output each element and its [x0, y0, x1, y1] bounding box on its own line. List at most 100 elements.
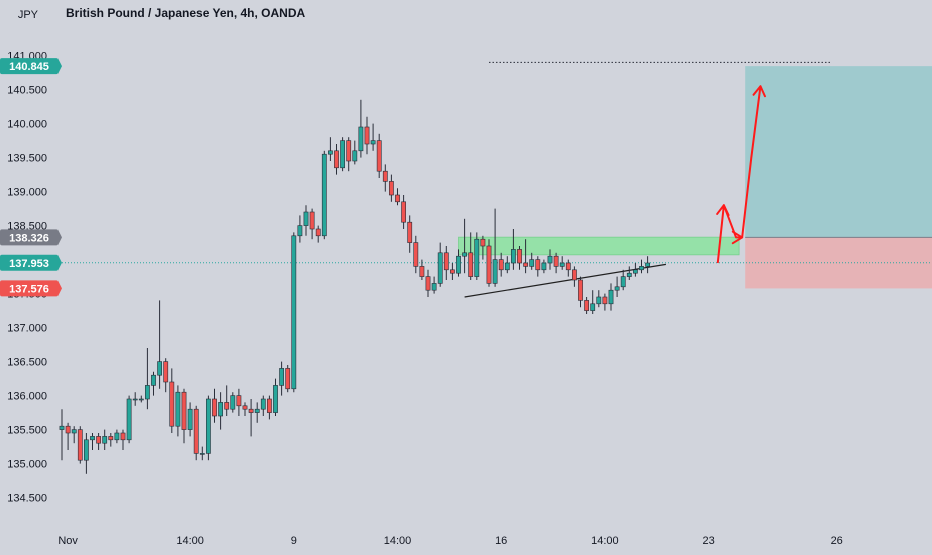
candle-body — [163, 361, 169, 383]
candle-body — [108, 436, 114, 441]
candle-body — [175, 391, 181, 427]
candle-body — [407, 221, 413, 243]
projection-arrow — [716, 86, 762, 264]
candle-body — [90, 436, 95, 441]
candle-body — [346, 140, 352, 162]
stop-price-badge-text: 137.576 — [9, 283, 49, 295]
candle-body — [547, 255, 553, 264]
candle-body — [236, 395, 242, 407]
candle-body — [315, 228, 321, 237]
candle-body — [639, 266, 644, 271]
candle-body — [309, 211, 315, 230]
candle-body — [614, 286, 620, 291]
candle-body — [541, 262, 547, 271]
price-tick-label: 135.500 — [7, 425, 47, 437]
candle-body — [626, 272, 632, 277]
candle-body — [498, 259, 504, 271]
target-zone — [745, 66, 932, 238]
candle-body — [59, 425, 65, 430]
candle-body — [242, 405, 248, 410]
arrow-head — [752, 85, 766, 98]
chart-title: British Pound / Japanese Yen, 4h, OANDA — [66, 6, 306, 20]
candle-body — [632, 269, 638, 274]
candle-body — [169, 381, 175, 427]
price-tick-label: 134.500 — [7, 493, 47, 505]
candle-body — [102, 436, 108, 444]
support-trendline — [464, 263, 666, 298]
candle-body — [84, 439, 89, 461]
candle-body — [77, 429, 83, 461]
price-tick-label: 139.000 — [7, 187, 47, 199]
candle-body — [474, 238, 480, 277]
candle-body — [206, 398, 211, 454]
candle-body — [443, 252, 449, 271]
candle-body — [596, 296, 602, 305]
currency-label: JPY — [18, 9, 39, 21]
current-price-badge — [0, 254, 58, 271]
candle-body — [553, 255, 559, 267]
time-tick-label: 14:00 — [591, 535, 619, 547]
candle-body — [571, 269, 577, 281]
candle-body — [437, 252, 443, 284]
current-price-badge-text: 137.953 — [9, 258, 49, 270]
arrow-head — [716, 204, 730, 217]
entry-price-badge — [0, 229, 58, 246]
target-price-badge-pointer — [58, 58, 62, 75]
candle-body — [425, 276, 431, 291]
candle-body — [492, 259, 498, 284]
candle-body — [376, 140, 382, 172]
candle-body — [364, 126, 370, 145]
price-tick-label: 139.500 — [7, 153, 47, 165]
entry-price-badge-pointer — [58, 229, 62, 246]
candle-body — [602, 296, 608, 305]
candle-body — [510, 249, 516, 264]
arrow-layer — [716, 85, 766, 264]
candle-body — [340, 140, 345, 169]
candle-body — [388, 181, 394, 196]
time-tick-label: 9 — [291, 535, 297, 547]
candle-body — [199, 453, 205, 455]
candle-body — [230, 395, 236, 410]
candle-body — [285, 368, 291, 390]
candle-body — [608, 289, 614, 305]
resistance-zone — [458, 236, 740, 256]
candle-body — [145, 385, 150, 400]
candle-body — [590, 303, 596, 311]
candle-body — [218, 402, 223, 417]
stop-price-badge — [0, 280, 58, 297]
candle-body — [279, 368, 284, 386]
candle-body — [578, 279, 583, 301]
annotation-layer — [62, 61, 932, 298]
time-tick-label: 26 — [831, 535, 843, 547]
entry-price-badge-text: 138.326 — [9, 232, 49, 244]
candle-body — [248, 408, 254, 413]
candle-body — [449, 269, 455, 274]
candle-body — [504, 262, 510, 271]
current-price-badge-pointer — [58, 254, 62, 271]
candle-body — [517, 249, 522, 264]
candle-body — [413, 242, 419, 267]
candle-body — [468, 252, 474, 277]
candle-body — [584, 300, 589, 311]
candle-body — [126, 398, 132, 441]
candle-body — [645, 262, 650, 267]
candle-body — [187, 408, 193, 430]
candle-body — [157, 361, 162, 376]
candle-body — [456, 255, 461, 274]
candle-body — [132, 398, 138, 401]
candle-body — [151, 374, 156, 386]
price-tick-label: 136.500 — [7, 357, 47, 369]
candle-body — [212, 398, 217, 417]
candle-body — [327, 150, 333, 155]
time-tick-label: 14:00 — [176, 535, 204, 547]
candle-body — [138, 398, 144, 401]
candle-body — [181, 391, 187, 430]
candle-body — [535, 259, 541, 271]
candle-body — [321, 153, 327, 237]
candle-body — [431, 283, 437, 291]
stop-price-badge-pointer — [58, 280, 62, 297]
candle-body — [71, 429, 77, 434]
